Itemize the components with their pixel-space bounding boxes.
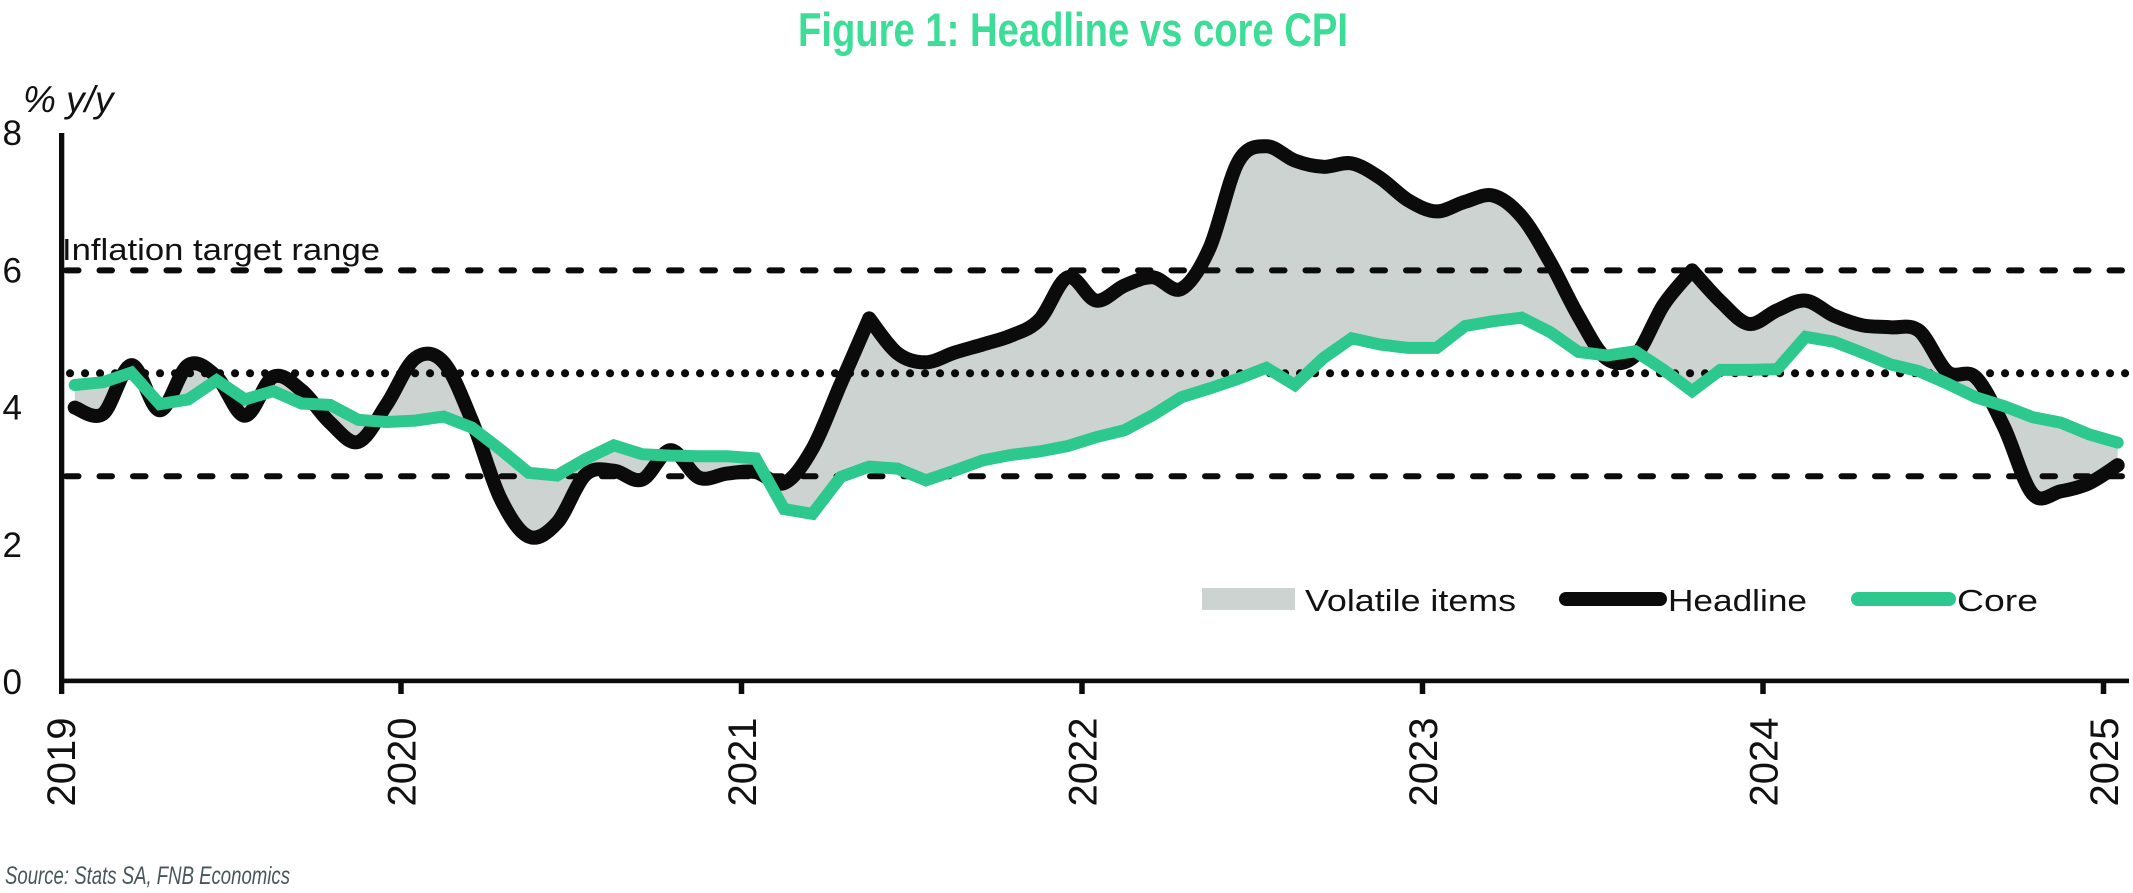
svg-text:2020: 2020 bbox=[381, 718, 425, 807]
svg-text:4: 4 bbox=[3, 389, 22, 428]
svg-text:2021: 2021 bbox=[721, 718, 765, 807]
svg-text:% y/y: % y/y bbox=[23, 79, 116, 120]
svg-text:Headline: Headline bbox=[1668, 583, 1807, 618]
svg-text:Inflation target range: Inflation target range bbox=[62, 232, 380, 267]
svg-text:8: 8 bbox=[3, 114, 22, 153]
svg-text:Volatile items: Volatile items bbox=[1305, 583, 1516, 618]
svg-text:2025: 2025 bbox=[2083, 718, 2127, 807]
svg-text:2019: 2019 bbox=[40, 718, 84, 807]
svg-text:Figure 1: Headline vs core CPI: Figure 1: Headline vs core CPI bbox=[798, 3, 1348, 56]
svg-text:0: 0 bbox=[3, 663, 22, 702]
svg-text:2023: 2023 bbox=[1402, 718, 1446, 807]
svg-text:Source: Stats SA, FNB Economic: Source: Stats SA, FNB Economics bbox=[5, 862, 290, 890]
svg-text:Core: Core bbox=[1957, 583, 2038, 618]
svg-text:2022: 2022 bbox=[1062, 718, 1106, 807]
svg-text:2024: 2024 bbox=[1743, 718, 1787, 807]
svg-text:2: 2 bbox=[3, 526, 22, 565]
svg-text:6: 6 bbox=[3, 251, 22, 290]
